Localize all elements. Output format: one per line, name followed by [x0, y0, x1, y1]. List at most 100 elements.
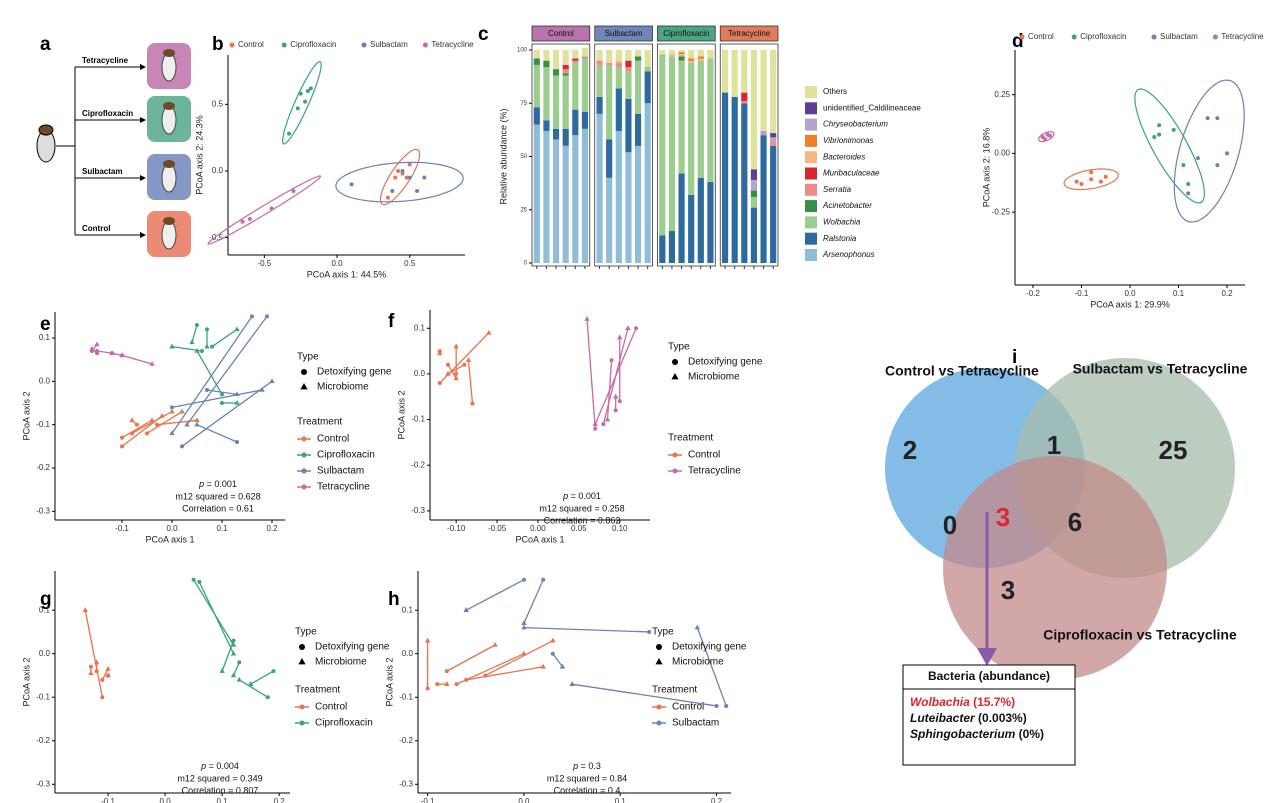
bar-segment [770, 145, 777, 263]
procrustes-link [571, 683, 717, 707]
bar-segment [770, 50, 777, 134]
panel-label: b [212, 34, 224, 55]
legend-label: Detoxifying gene [317, 367, 392, 378]
bar-segment [596, 64, 603, 97]
legend-swatch [301, 436, 307, 442]
bar-segment [634, 113, 642, 146]
gene-point [271, 669, 276, 674]
point [396, 169, 401, 173]
bar-segment [615, 62, 622, 68]
point [298, 91, 303, 96]
y-tick-label: 0.25 [994, 90, 1010, 99]
bar-segment [562, 73, 569, 76]
procrustes-link [586, 319, 596, 429]
stat-correlation: Correlation = 0.4 [554, 785, 621, 795]
procrustes-link [101, 668, 109, 681]
y-tick-label: 0.0 [39, 649, 51, 658]
microbiome-point [105, 672, 111, 678]
gene-point [205, 327, 209, 332]
microbiome-point [445, 370, 451, 376]
y-tick-label: -0.2 [411, 460, 425, 469]
procrustes-link [447, 364, 465, 375]
bar-segment [770, 141, 777, 146]
procrustes-link [211, 328, 238, 348]
y-tick-label: -0.3 [399, 779, 413, 788]
y-axis-label: PCoA axis 2 [396, 390, 406, 439]
microbiome-point [94, 341, 100, 347]
bar-segment [533, 58, 540, 65]
legend-swatch [656, 720, 662, 726]
gene-point [265, 695, 270, 700]
bar-segment [596, 60, 603, 65]
legend-title: Type [297, 352, 319, 363]
microbiome-point [444, 681, 450, 686]
bar-segment [552, 75, 560, 129]
microbiome-point [559, 663, 566, 669]
bar-segment [688, 50, 695, 59]
bar-segment [562, 50, 569, 65]
venn-count: 2 [903, 435, 917, 465]
procrustes-link [606, 360, 613, 420]
gene-point [120, 353, 124, 358]
set-label: Control vs Tetracycline [885, 363, 1039, 379]
confidence-ellipse [1063, 168, 1119, 191]
procrustes-link [594, 328, 637, 425]
gene-point [170, 405, 174, 410]
legend-swatch [805, 216, 817, 229]
legend-label: Ciprofloxacin [317, 450, 375, 461]
x-tick-label: 0.1 [216, 524, 228, 533]
facet-strip [657, 25, 716, 42]
bar-segment [533, 124, 540, 263]
p-symbol: p [572, 761, 578, 771]
legend-swatch [422, 42, 428, 48]
gene-point [445, 362, 450, 367]
table-row: Wolbachia (15.7%) [910, 695, 1015, 709]
legend-label: Microbiome [672, 657, 724, 668]
legend-label: Microbiome [315, 657, 367, 668]
point [1195, 156, 1200, 161]
facet-strip [719, 25, 779, 42]
microbiome-point [234, 326, 240, 332]
microbiome-point [204, 343, 210, 349]
y-tick-label: -0.1 [399, 692, 413, 701]
bar-segment [596, 96, 603, 114]
gene-point [237, 660, 242, 665]
bar-segment [625, 50, 632, 61]
microbiome-point [230, 650, 237, 656]
legend-swatch [1071, 34, 1077, 40]
point [1089, 177, 1094, 182]
gene-point [210, 344, 214, 349]
legend-title: Treatment [668, 433, 713, 444]
y-tick-label: -0.2 [36, 463, 50, 472]
confidence-ellipse [335, 161, 464, 203]
bar-segment [562, 64, 569, 70]
p-symbol: p [200, 761, 206, 771]
bar-segment [552, 50, 560, 70]
x-tick-label: 0.0 [1124, 289, 1136, 298]
point [291, 189, 296, 193]
confidence-ellipse [281, 61, 322, 145]
point [407, 162, 412, 167]
legend-label: Chryseobacterium [823, 120, 888, 129]
procrustes-link [171, 315, 253, 434]
bar-segment [688, 60, 695, 63]
facet-frame [531, 43, 591, 267]
bar-segment [552, 139, 560, 263]
gene-point [265, 314, 269, 319]
gene-point [95, 349, 99, 353]
bar-segment [596, 113, 603, 264]
point [1098, 179, 1103, 184]
legend-swatch [805, 151, 817, 164]
procrustes-link [552, 653, 563, 668]
bar-segment [581, 111, 589, 129]
microbiome-point [149, 417, 155, 423]
procrustes-link [171, 346, 203, 352]
bar-segment [750, 169, 758, 180]
bar-segment [707, 182, 714, 263]
y-tick-label: 0.1 [414, 323, 426, 332]
microbiome-point [625, 325, 631, 331]
stat-m12: m12 squared = 0.349 [177, 773, 262, 783]
fly-head [38, 124, 54, 136]
bar-segment [760, 50, 767, 131]
microbiome-point [234, 391, 240, 397]
